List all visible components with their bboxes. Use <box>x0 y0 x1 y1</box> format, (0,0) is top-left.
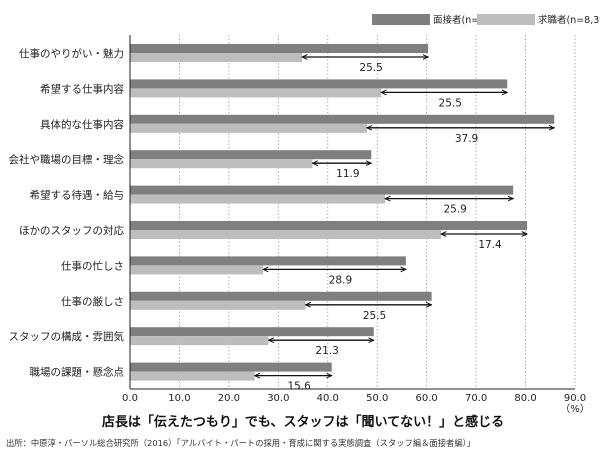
gap-label: 25.9 <box>443 204 466 216</box>
category-label: 仕事の忙しさ <box>61 259 124 272</box>
bar-interviewer <box>130 44 429 53</box>
x-axis-unit-label: （%） <box>560 403 590 415</box>
bar-jobseeker <box>130 265 264 275</box>
gap-label: 21.3 <box>315 345 338 357</box>
gap-label: 25.5 <box>363 310 386 322</box>
bar-jobseeker <box>130 53 303 62</box>
bar-jobseeker <box>130 88 382 98</box>
x-tick-label: 80.0 <box>514 393 536 404</box>
x-tick-label: 40.0 <box>317 393 339 404</box>
bar-jobseeker <box>130 336 269 346</box>
gap-label: 17.4 <box>478 239 502 251</box>
bar-jobseeker <box>130 194 386 204</box>
bar-interviewer <box>130 362 332 372</box>
bar-jobseeker <box>130 123 367 133</box>
bar-interviewer <box>130 256 406 266</box>
category-label: 希望する待遇・給与 <box>30 189 125 202</box>
bar-interviewer <box>130 150 372 160</box>
category-label: スタッフの構成・雰囲気 <box>9 330 125 343</box>
arrow-layer <box>255 57 555 376</box>
category-label: 職場の課題・懸念点 <box>30 366 125 379</box>
gap-label: 15.6 <box>287 381 311 393</box>
legend-swatch <box>477 14 535 25</box>
bar-jobseeker <box>130 300 306 310</box>
category-label: 仕事のやりがい・魅力 <box>19 47 124 60</box>
legend-swatch <box>372 14 430 25</box>
category-label: 会社や職場の目標・理念 <box>9 153 125 166</box>
x-tick-label: 20.0 <box>218 393 240 404</box>
gap-label: 11.9 <box>336 168 359 180</box>
bar-interviewer <box>130 114 555 124</box>
legend: 面接者(n=952)求職者(n=8,357) <box>372 14 600 26</box>
x-tick-label: 50.0 <box>366 393 388 404</box>
bar-jobseeker <box>130 371 255 381</box>
bar-jobseeker <box>130 230 442 239</box>
category-label: 仕事の厳しさ <box>61 295 124 308</box>
x-tick-label: 90.0 <box>564 393 586 404</box>
bar-interviewer <box>130 185 514 195</box>
gap-label: 28.9 <box>329 274 352 286</box>
gap-label: 37.9 <box>455 133 478 145</box>
bar-interviewer <box>130 291 432 301</box>
x-tick-label: 30.0 <box>267 393 289 404</box>
x-tick-label: 10.0 <box>168 393 190 404</box>
chart-source: 出所：中原淳・パーソル総合研究所（2016）「アルバイト・パートの採用・育成に関… <box>6 438 475 448</box>
category-label: ほかのスタッフの対応 <box>19 224 124 237</box>
x-tick-label: 60.0 <box>416 393 438 404</box>
gap-label: 25.5 <box>359 62 382 74</box>
bar-interviewer <box>130 79 508 89</box>
axis-layer: 0.0 10.0 20.0 30.0 40.0 50.0 60.0 70.0 80.0 90.0 <box>122 35 586 404</box>
x-tick-label: 0.0 <box>122 393 138 404</box>
label-layer: 仕事のやりがい・魅力 25.5 希望する仕事内容 25.5 具体的な仕事内容 37.9 会社… <box>9 47 503 393</box>
bar-jobseeker <box>130 159 313 169</box>
category-label: 具体的な仕事内容 <box>40 118 124 131</box>
bar-interviewer <box>130 327 374 337</box>
chart-title: 店長は「伝えたつもり」でも、スタッフは「聞いてない！」と感じる <box>102 414 504 430</box>
legend-label: 求職者(n=8,357) <box>538 14 600 26</box>
x-tick-label: 70.0 <box>465 393 487 404</box>
bar-interviewer <box>130 221 528 230</box>
category-label: 希望する仕事内容 <box>40 82 124 95</box>
gap-label: 25.5 <box>439 97 462 109</box>
bar-layer <box>130 44 555 381</box>
